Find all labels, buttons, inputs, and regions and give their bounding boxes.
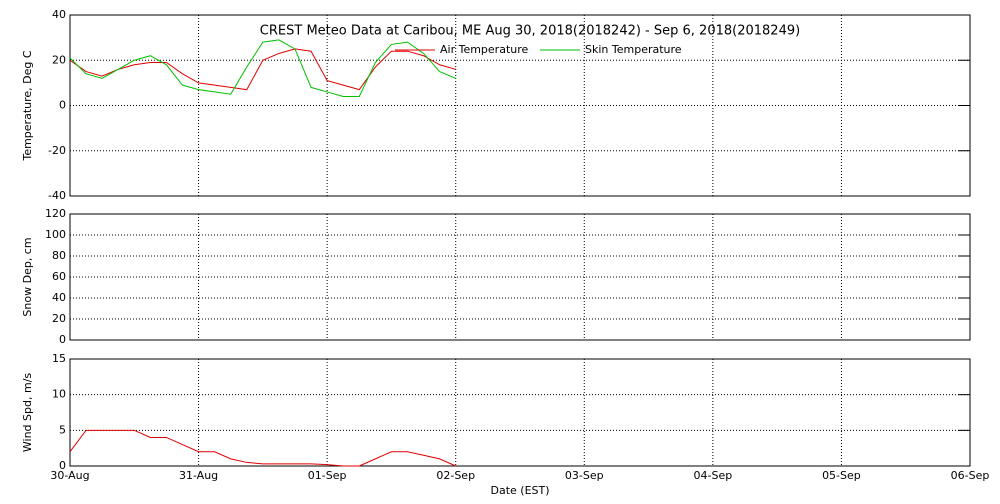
y-axis-label: Temperature, Deg C <box>21 50 34 161</box>
y-tick-label: 0 <box>59 99 66 112</box>
x-tick-label: 06-Sep <box>951 469 990 482</box>
x-tick-label: 03-Sep <box>565 469 604 482</box>
x-tick-label: 05-Sep <box>822 469 861 482</box>
data-line <box>69 39 456 97</box>
y-tick-label: -40 <box>48 189 66 202</box>
data-line <box>69 48 456 91</box>
x-tick-label: 30-Aug <box>50 469 89 482</box>
y-axis-label: Snow Dep, cm <box>21 237 34 316</box>
y-tick-label: 0 <box>59 333 66 346</box>
y-tick-label: 40 <box>52 291 66 304</box>
chart-title: CREST Meteo Data at Caribou, ME Aug 30, … <box>260 24 800 39</box>
x-tick-label: 04-Sep <box>694 469 733 482</box>
plot-frame <box>69 358 971 467</box>
y-tick-label: 20 <box>52 53 66 66</box>
y-tick-label: 10 <box>52 388 66 401</box>
y-tick-label: 80 <box>52 249 66 262</box>
y-tick-label: 5 <box>59 423 66 436</box>
y-tick-label: -20 <box>48 144 66 157</box>
plot-frame <box>69 14 971 197</box>
y-tick-label: 40 <box>52 8 66 21</box>
legend-label: Air Temperature <box>440 43 529 56</box>
x-tick-label: 01-Sep <box>308 469 347 482</box>
x-tick-label: 31-Aug <box>179 469 218 482</box>
plot-frame <box>69 213 971 341</box>
data-line <box>69 429 456 467</box>
legend-label: Skin Temperature <box>585 43 682 56</box>
y-axis-label: Wind Spd, m/s <box>21 373 34 453</box>
y-tick-label: 60 <box>52 270 66 283</box>
x-tick-label: 02-Sep <box>436 469 475 482</box>
y-tick-label: 120 <box>45 207 66 220</box>
y-tick-label: 20 <box>52 312 66 325</box>
y-tick-label: 100 <box>45 228 66 241</box>
x-axis-label: Date (EST) <box>490 484 549 497</box>
y-tick-label: 15 <box>52 352 66 365</box>
y-tick-label: 0 <box>59 459 66 472</box>
